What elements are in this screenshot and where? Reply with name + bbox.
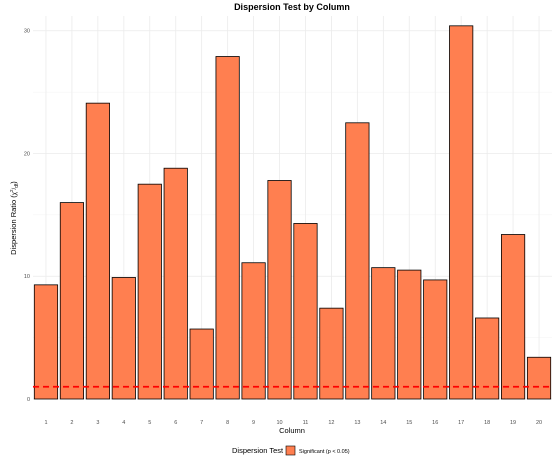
bar-column-5: [137, 183, 162, 400]
x-tick-label: 13: [354, 420, 360, 426]
bar-column-18: [475, 317, 500, 400]
y-axis-ticks: 0 10 20 30: [24, 29, 30, 403]
x-tick-label: 5: [148, 420, 151, 426]
x-tick-label: 10: [276, 420, 282, 426]
x-tick-label: 20: [536, 420, 542, 426]
y-tick-label: 30: [24, 29, 30, 35]
y-axis-label-df: df: [14, 183, 20, 188]
y-tick-label: 0: [27, 397, 30, 403]
x-axis-label: Column: [279, 426, 305, 435]
x-tick-label: 1: [44, 420, 47, 426]
legend-title: Dispersion Test: [232, 446, 284, 455]
bar-column-12: [319, 307, 344, 400]
y-axis-label-chi: χ: [12, 191, 18, 195]
x-tick-label: 6: [174, 420, 177, 426]
y-axis-label-prefix: Dispersion Ratio (: [9, 195, 18, 255]
bar-column-8: [215, 56, 240, 400]
bar-column-3: [85, 102, 110, 400]
bar-column-6: [163, 167, 188, 400]
bar-column-1: [33, 284, 59, 400]
bar-column-13: [345, 122, 370, 400]
x-tick-label: 2: [70, 420, 73, 426]
y-tick-label: 10: [24, 274, 30, 280]
x-tick-label: 12: [328, 420, 334, 426]
legend-entry-label: Significant (p < 0.05): [299, 449, 350, 455]
legend: Dispersion Test Significant (p < 0.05): [232, 445, 350, 456]
bar-column-10: [267, 180, 292, 400]
y-axis-label-suffix: ): [9, 181, 18, 184]
bar-column-20: [526, 356, 552, 400]
bar-column-2: [59, 202, 85, 400]
legend-swatch: [285, 445, 296, 456]
bar-column-16: [423, 279, 448, 400]
x-tick-label: 16: [432, 420, 438, 426]
x-axis-ticks: 1 2 3 4 5 6 7 8 9 10 11 12 13 14 15 16 17 18 19 20: [44, 420, 542, 426]
bars: [33, 25, 552, 400]
x-tick-label: 19: [510, 420, 516, 426]
y-axis-label-sup: 2: [9, 189, 14, 192]
bar-column-11: [293, 223, 318, 400]
y-tick-label: 20: [24, 151, 30, 157]
x-tick-label: 4: [122, 420, 125, 426]
svg-text:Dispersion Ratio (χ2/df): Dispersion Ratio (χ2/df): [9, 181, 20, 255]
x-tick-label: 18: [484, 420, 490, 426]
x-tick-label: 7: [200, 420, 203, 426]
bar-column-15: [397, 269, 422, 400]
bar-column-4: [111, 277, 136, 400]
x-tick-label: 9: [252, 420, 255, 426]
grid-lines: [33, 16, 552, 400]
bar-column-14: [371, 267, 396, 400]
y-axis-label: Dispersion Ratio (χ2/df): [9, 181, 20, 255]
bar-column-19: [500, 234, 526, 400]
x-tick-label: 15: [406, 420, 412, 426]
y-axis-label-over: /: [12, 188, 18, 190]
chart-title: Dispersion Test by Column: [234, 2, 350, 12]
x-tick-label: 3: [96, 420, 99, 426]
bar-column-7: [189, 328, 214, 400]
x-tick-label: 11: [303, 420, 309, 426]
bar-column-9: [241, 262, 266, 400]
x-tick-label: 14: [380, 420, 386, 426]
x-tick-label: 17: [458, 420, 464, 426]
bar-column-17: [449, 25, 474, 400]
x-tick-label: 8: [226, 420, 229, 426]
